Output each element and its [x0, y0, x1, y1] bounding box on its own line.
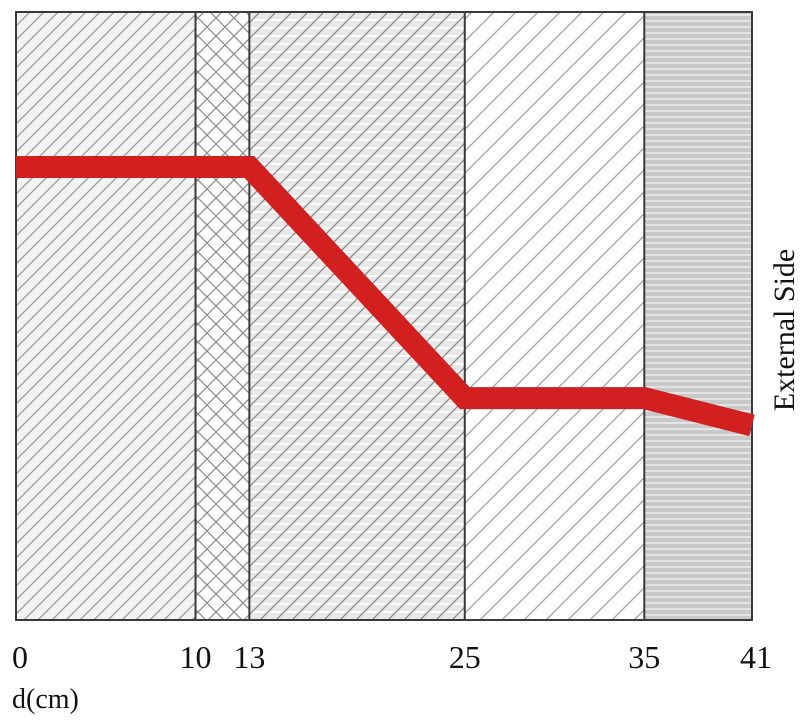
- x-tick-label: 13: [233, 639, 265, 675]
- wall-layers: [16, 12, 752, 620]
- external-side-label: External Side: [768, 249, 801, 411]
- x-tick-label: 25: [449, 639, 481, 675]
- x-tick-label: 10: [180, 639, 212, 675]
- x-tick-label: 0: [12, 639, 28, 675]
- x-axis-label: d(cm): [12, 684, 79, 715]
- wall-layer-5: [644, 12, 752, 620]
- layer-dividers: [194, 12, 646, 620]
- wall-frame: [15, 11, 753, 621]
- wall-layer-4: [464, 12, 645, 620]
- x-tick-label: 41: [740, 639, 772, 675]
- wall-layer-2: [195, 12, 250, 620]
- x-axis-tick-labels: 0 10 13 25 35 41: [12, 639, 772, 675]
- x-tick-label: 35: [628, 639, 660, 675]
- wall-layer-3: [249, 12, 465, 620]
- wall-layer-1: [16, 12, 196, 620]
- temperature-profile-line: [16, 156, 755, 437]
